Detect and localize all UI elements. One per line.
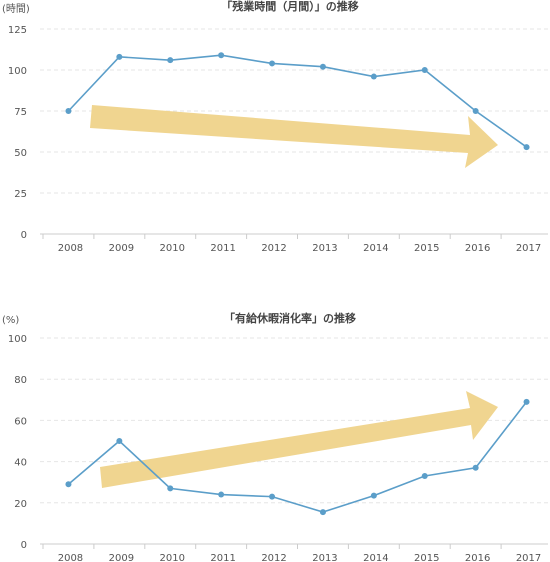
data-point (421, 67, 428, 73)
x-tick-label: 2013 (312, 553, 337, 562)
y-tick-label: 20 (14, 499, 27, 510)
data-point (269, 493, 276, 500)
y-tick-label: 40 (14, 458, 27, 469)
y-tick-label: 80 (14, 375, 27, 386)
x-tick-label: 2017 (516, 243, 541, 254)
data-point (65, 108, 72, 114)
trend-arrow-up (100, 391, 498, 488)
x-tick-label: 2010 (160, 243, 185, 254)
y-tick-label: 25 (14, 189, 27, 200)
series-line (67, 54, 528, 148)
data-point (116, 53, 123, 60)
y-tick-label: 125 (8, 25, 27, 36)
x-tick-label: 2014 (363, 243, 388, 254)
y-axis-unit-label: (%) (2, 315, 19, 326)
chart-panel-2: 「有給休暇消化率」の推移 (%) 0 20 40 60 80 100 2008 2009 2010 2… (2, 311, 548, 562)
data-point (421, 473, 428, 480)
data-point (472, 108, 479, 114)
y-axis-unit-label: (時間) (2, 3, 30, 15)
x-tick-label: 2012 (261, 553, 286, 562)
chart-title: 「残業時間（月間）」の推移 (221, 0, 359, 13)
chart-title: 「有給休暇消化率」の推移 (224, 311, 356, 325)
series-line (67, 401, 528, 513)
data-point (218, 491, 225, 498)
x-tick-label: 2014 (363, 553, 388, 562)
data-point (523, 398, 530, 405)
data-point (65, 481, 72, 488)
y-tick-label: 0 (21, 540, 27, 551)
data-point (319, 509, 326, 516)
x-tick-label: 2010 (160, 553, 185, 562)
x-tick-label: 2011 (210, 243, 235, 254)
y-tick-label: 100 (8, 66, 27, 77)
data-point (269, 60, 276, 67)
data-point (319, 63, 326, 70)
trend-arrow-down (90, 105, 498, 168)
data-point (167, 485, 174, 492)
x-tick-label: 2015 (414, 553, 439, 562)
y-tick-label: 100 (8, 334, 27, 345)
x-tick-label: 2012 (261, 243, 286, 254)
chart-panel-1: 「残業時間（月間）」の推移 (時間) 0 25 50 75 100 125 2008 2009 20… (2, 0, 548, 254)
data-point (472, 464, 479, 471)
x-tick-label: 2013 (312, 243, 337, 254)
x-tick-label: 2016 (465, 553, 490, 562)
data-point (116, 438, 123, 444)
x-tick-label: 2009 (109, 243, 134, 254)
x-tick-label: 2008 (58, 243, 83, 254)
y-tick-label: 50 (14, 148, 27, 159)
x-tick-label: 2009 (109, 553, 134, 562)
y-tick-label: 75 (14, 107, 27, 118)
x-tick-label: 2015 (414, 243, 439, 254)
data-point (523, 144, 530, 151)
y-tick-label: 60 (14, 416, 27, 427)
data-point (370, 492, 377, 499)
data-point (218, 52, 225, 59)
x-tick-label: 2011 (210, 553, 235, 562)
y-tick-label: 0 (21, 230, 27, 241)
data-point (167, 57, 174, 64)
x-tick-label: 2016 (465, 243, 490, 254)
x-tick-label: 2017 (516, 553, 541, 562)
x-tick-label: 2008 (58, 553, 83, 562)
data-point (370, 73, 377, 80)
